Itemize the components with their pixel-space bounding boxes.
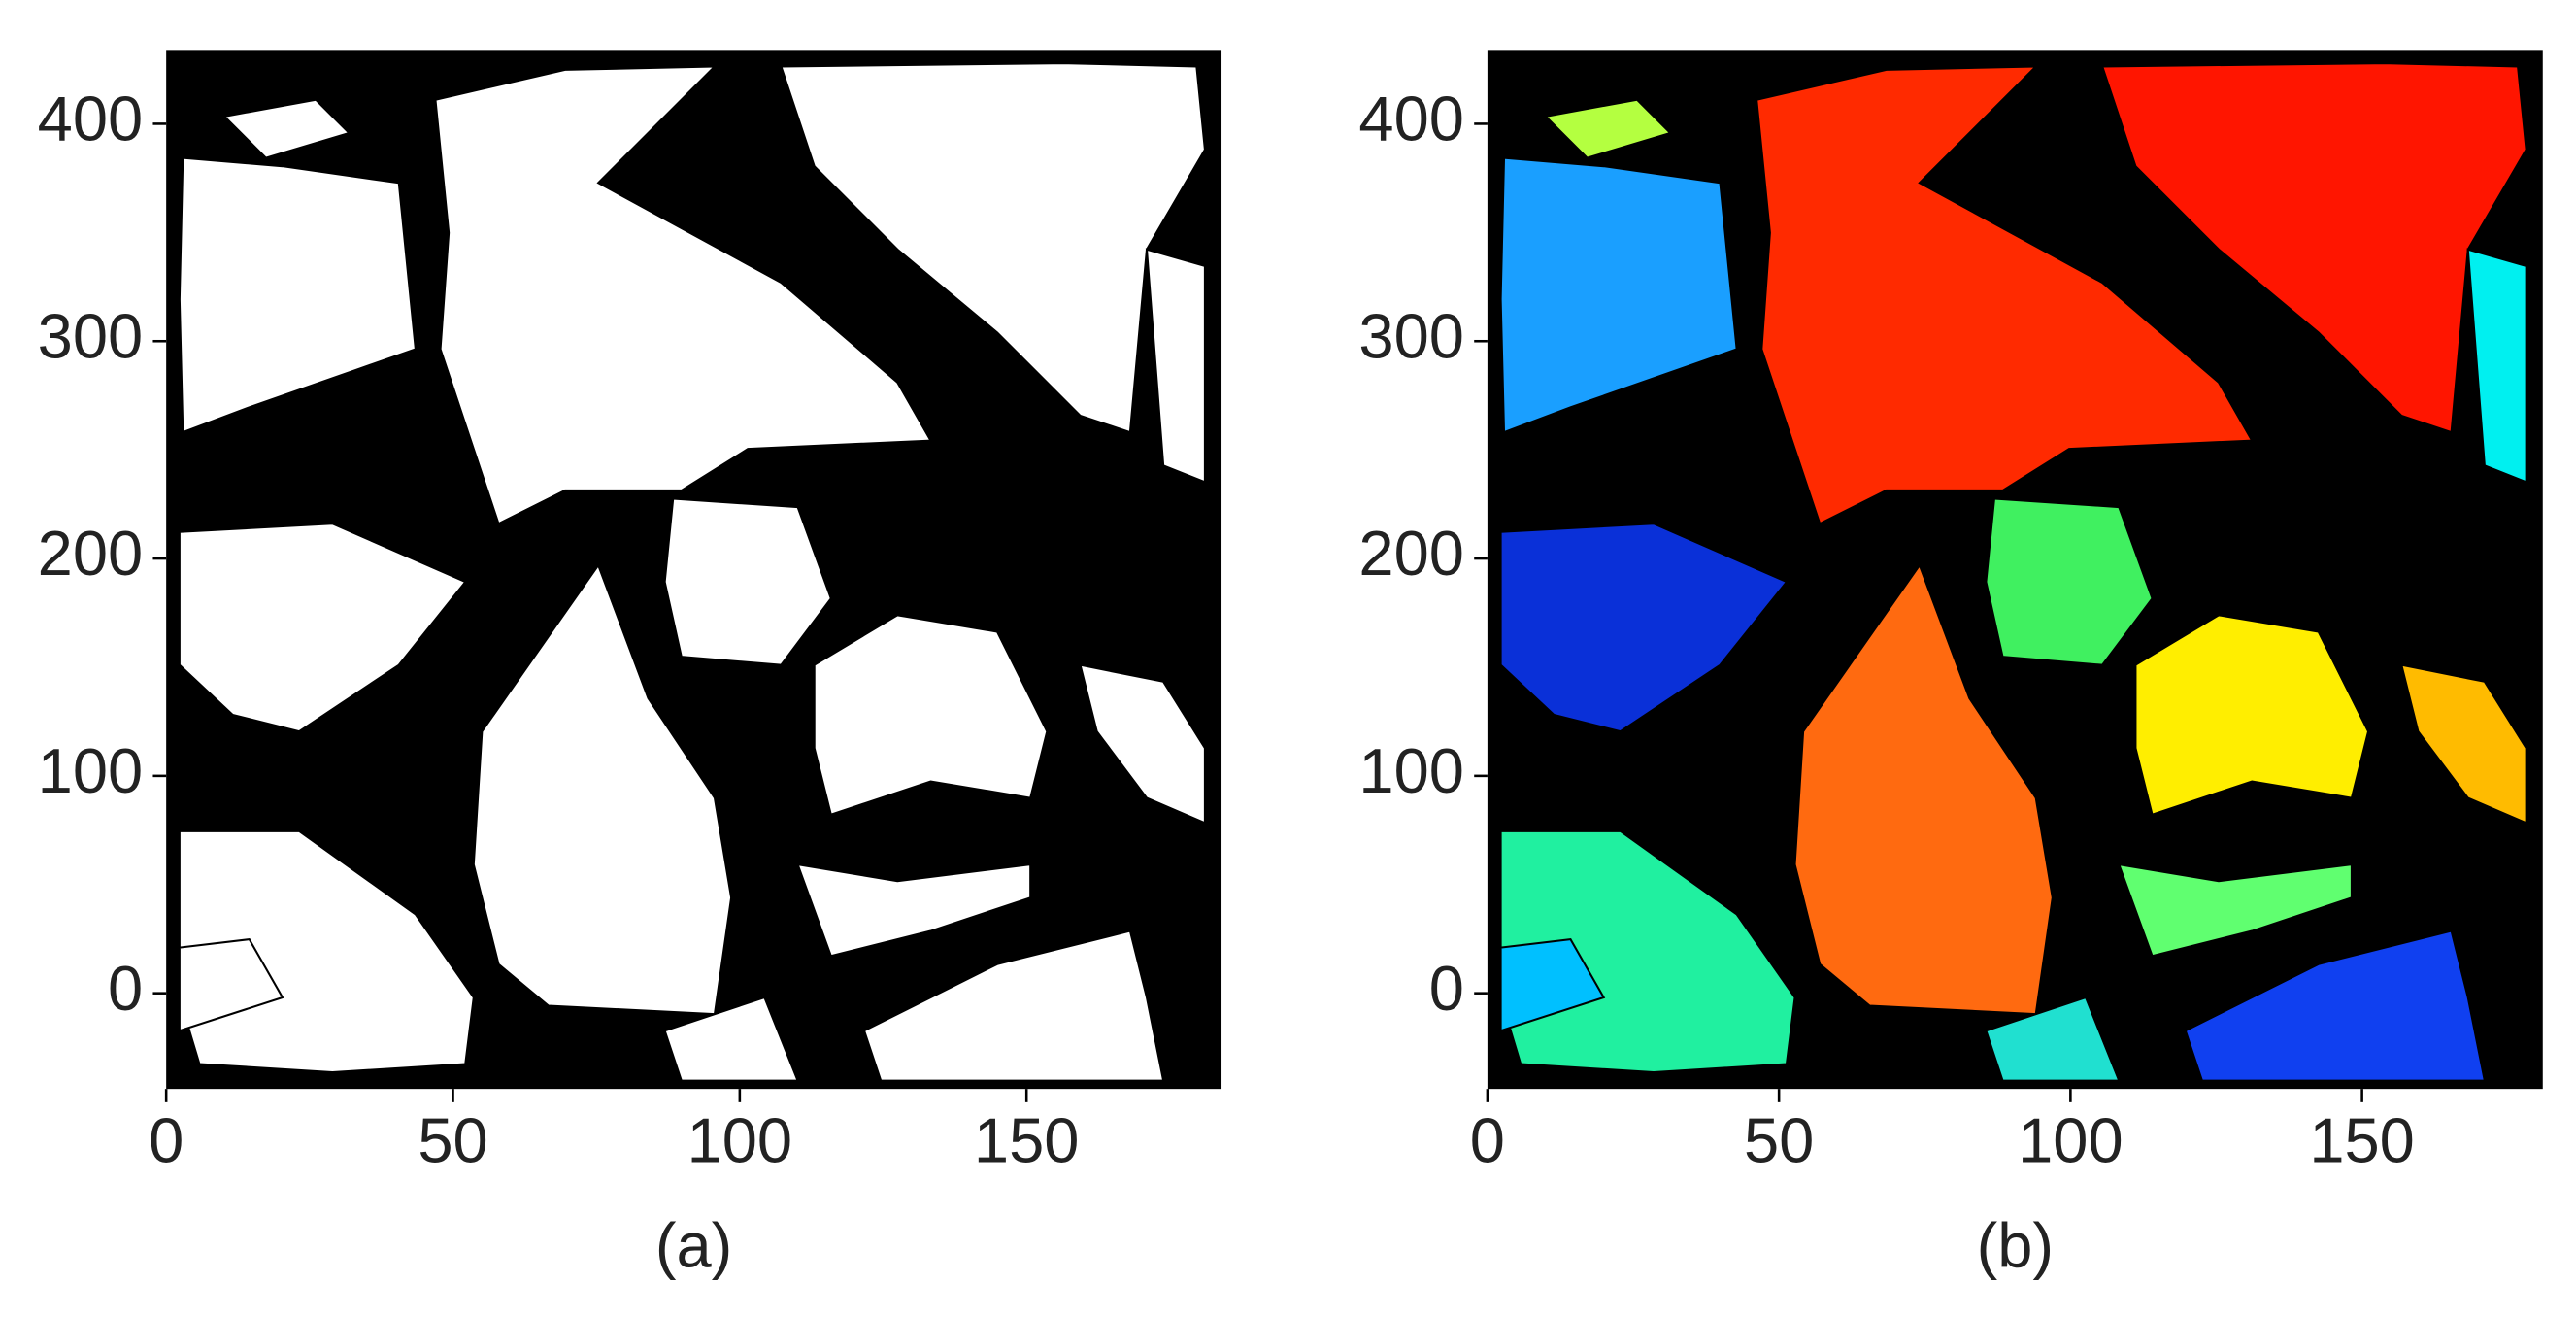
y-tick-label: 400 xyxy=(1358,84,1464,154)
x-tick-label: 50 xyxy=(418,1105,487,1176)
x-tick-label: 50 xyxy=(1744,1105,1814,1176)
segmented-regions-b xyxy=(1499,62,2527,1082)
caption: (a) xyxy=(655,1209,732,1280)
x-tick-label: 0 xyxy=(149,1105,184,1176)
x-tick-label: 100 xyxy=(2018,1105,2124,1176)
x-tick-label: 100 xyxy=(687,1105,793,1176)
x-tick-label: 150 xyxy=(974,1105,1080,1176)
y-tick-label: 400 xyxy=(38,84,144,154)
y-tick-label: 100 xyxy=(38,735,144,806)
y-tick-label: 200 xyxy=(38,518,144,589)
y-tick-label: 300 xyxy=(1358,300,1464,371)
y-tick-label: 0 xyxy=(108,953,143,1024)
y-tick-label: 0 xyxy=(1429,953,1464,1024)
segmented-regions-a xyxy=(178,62,1206,1082)
y-tick-label: 100 xyxy=(1358,735,1464,806)
y-tick-label: 300 xyxy=(38,300,144,371)
x-tick-label: 150 xyxy=(2309,1105,2415,1176)
x-tick-label: 0 xyxy=(1470,1105,1505,1176)
y-tick-label: 200 xyxy=(1358,518,1464,589)
caption: (b) xyxy=(1977,1209,2054,1280)
